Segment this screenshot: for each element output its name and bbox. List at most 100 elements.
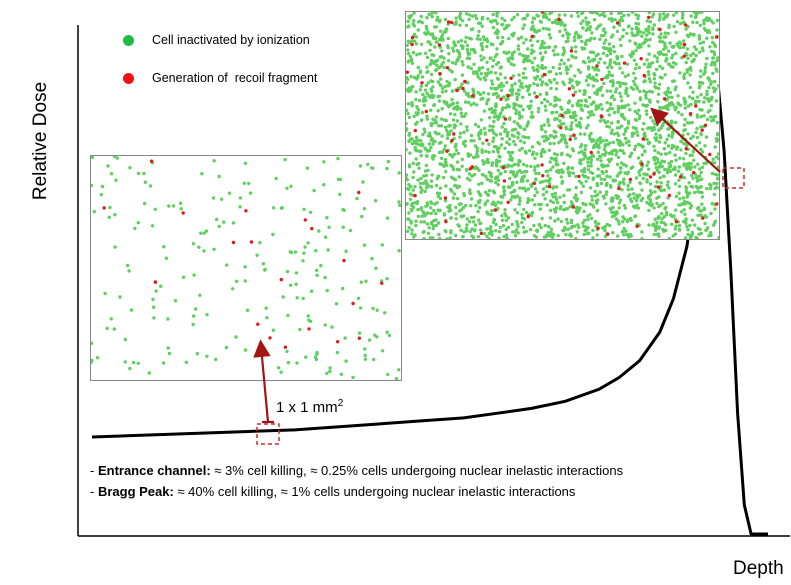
inactivated-cell-dot bbox=[711, 157, 715, 161]
inactivated-cell-dot bbox=[540, 83, 544, 87]
inactivated-cell-dot bbox=[453, 62, 458, 66]
recoil-fragment-dot bbox=[479, 231, 483, 236]
inactivated-cell-dot bbox=[516, 88, 521, 92]
inactivated-cell-dot bbox=[482, 126, 487, 131]
inactivated-cell-dot bbox=[642, 121, 646, 126]
inactivated-cell-dot bbox=[584, 16, 588, 20]
inactivated-cell-dot bbox=[664, 93, 669, 97]
inactivated-cell-dot bbox=[407, 139, 411, 144]
inactivated-cell-dot bbox=[586, 83, 590, 87]
inactivated-cell-dot bbox=[622, 182, 626, 186]
legend-label-inactivated: Cell inactivated by ionization bbox=[152, 33, 310, 47]
inactivated-cell-dot bbox=[472, 215, 476, 219]
inactivated-cell-dot bbox=[513, 195, 517, 200]
inactivated-cell-dot bbox=[640, 153, 644, 157]
inactivated-cell-dot bbox=[647, 202, 651, 206]
inactivated-cell-dot bbox=[574, 80, 579, 84]
inactivated-cell-dot bbox=[620, 54, 624, 59]
inactivated-cell-dot bbox=[552, 157, 556, 161]
inactivated-cell-dot bbox=[616, 234, 620, 238]
inactivated-cell-dot bbox=[615, 54, 619, 59]
inactivated-cell-dot bbox=[500, 125, 504, 129]
inactivated-cell-dot bbox=[558, 195, 562, 199]
inactivated-cell-dot bbox=[485, 102, 489, 106]
inactivated-cell-dot bbox=[546, 231, 550, 235]
inactivated-cell-dot bbox=[586, 217, 590, 222]
inactivated-cell-dot bbox=[445, 136, 450, 140]
inactivated-cell-dot bbox=[553, 20, 557, 24]
inactivated-cell-dot bbox=[436, 194, 440, 199]
inactivated-cell-dot bbox=[622, 132, 626, 136]
inactivated-cell-dot bbox=[667, 186, 671, 190]
inactivated-cell-dot bbox=[583, 98, 588, 102]
inactivated-cell-dot bbox=[409, 86, 413, 90]
inactivated-cell-dot bbox=[449, 175, 454, 179]
inactivated-cell-dot bbox=[663, 41, 667, 45]
inactivated-cell-dot bbox=[664, 53, 668, 57]
recoil-fragment-dot bbox=[667, 193, 672, 198]
inactivated-cell-dot bbox=[630, 12, 635, 14]
inactivated-cell-dot bbox=[698, 23, 702, 28]
inactivated-cell-dot bbox=[604, 202, 608, 206]
inactivated-cell-dot bbox=[553, 98, 557, 103]
inactivated-cell-dot bbox=[619, 106, 623, 110]
inactivated-cell-dot bbox=[150, 224, 155, 228]
inactivated-cell-dot bbox=[433, 59, 437, 64]
inactivated-cell-dot bbox=[617, 222, 621, 226]
inactivated-cell-dot bbox=[610, 121, 614, 125]
inactivated-cell-dot bbox=[498, 132, 503, 136]
inactivated-cell-dot bbox=[443, 157, 448, 162]
inactivated-cell-dot bbox=[198, 293, 202, 297]
inactivated-cell-dot bbox=[283, 157, 287, 162]
inactivated-cell-dot bbox=[397, 249, 401, 253]
inactivated-cell-dot bbox=[717, 84, 719, 88]
inactivated-cell-dot bbox=[568, 233, 572, 237]
inactivated-cell-dot bbox=[586, 176, 590, 180]
inactivated-cell-dot bbox=[683, 117, 687, 122]
inactivated-cell-dot bbox=[415, 201, 419, 206]
inactivated-cell-dot bbox=[618, 66, 622, 70]
inactivated-cell-dot bbox=[558, 29, 562, 34]
inactivated-cell-dot bbox=[683, 137, 688, 142]
inactivated-cell-dot bbox=[620, 188, 624, 192]
inactivated-cell-dot bbox=[585, 39, 589, 43]
inactivated-cell-dot bbox=[541, 66, 545, 70]
inactivated-cell-dot bbox=[171, 204, 176, 208]
inactivated-cell-dot bbox=[524, 229, 528, 234]
inactivated-cell-dot bbox=[715, 177, 719, 181]
inactivated-cell-dot bbox=[529, 104, 533, 108]
inactivated-cell-dot bbox=[620, 161, 624, 165]
inactivated-cell-dot bbox=[420, 42, 424, 46]
inactivated-cell-dot bbox=[500, 218, 505, 222]
inactivated-cell-dot bbox=[539, 20, 543, 24]
inactivated-cell-dot bbox=[334, 302, 339, 306]
y-axis-label: Relative Dose bbox=[30, 81, 51, 201]
inactivated-cell-dot bbox=[143, 180, 147, 184]
inactivated-cell-dot bbox=[699, 114, 703, 119]
inactivated-cell-dot bbox=[654, 224, 659, 228]
inactivated-cell-dot bbox=[491, 12, 495, 17]
inactivated-cell-dot bbox=[123, 337, 128, 342]
inactivated-cell-dot bbox=[564, 127, 568, 131]
inactivated-cell-dot bbox=[502, 192, 507, 197]
inactivated-cell-dot bbox=[675, 42, 679, 46]
inactivated-cell-dot bbox=[475, 37, 480, 41]
inactivated-cell-dot bbox=[548, 216, 553, 220]
inactivated-cell-dot bbox=[697, 178, 701, 182]
inactivated-cell-dot bbox=[454, 205, 458, 210]
inactivated-cell-dot bbox=[583, 147, 587, 152]
inactivated-cell-dot bbox=[442, 65, 446, 70]
inactivated-cell-dot bbox=[434, 12, 438, 15]
inactivated-cell-dot bbox=[578, 132, 582, 136]
inactivated-cell-dot bbox=[526, 58, 530, 63]
inactivated-cell-dot bbox=[498, 225, 502, 230]
inactivated-cell-dot bbox=[413, 148, 417, 152]
inactivated-cell-dot bbox=[438, 29, 443, 33]
inactivated-cell-dot bbox=[552, 141, 556, 146]
inactivated-cell-dot bbox=[510, 91, 514, 95]
inactivated-cell-dot bbox=[566, 170, 571, 175]
inactivated-cell-dot bbox=[537, 171, 541, 176]
inactivated-cell-dot bbox=[112, 327, 116, 331]
inactivated-cell-dot bbox=[631, 204, 636, 208]
inactivated-cell-dot bbox=[408, 151, 412, 155]
